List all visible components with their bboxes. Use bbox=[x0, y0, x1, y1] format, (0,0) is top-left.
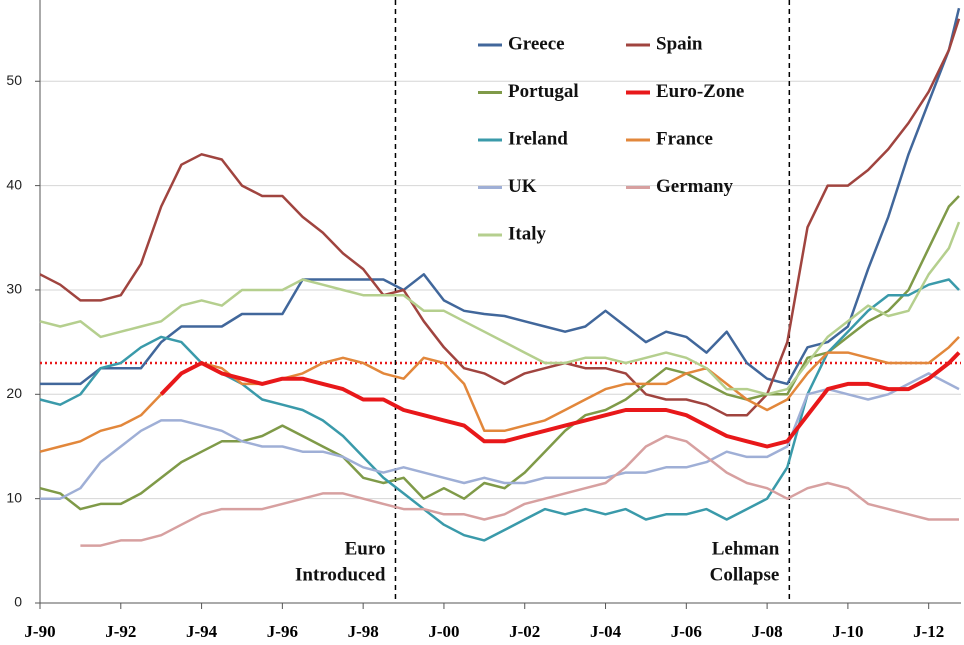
legend-label: Greece bbox=[508, 33, 565, 54]
x-tick-label: J-92 bbox=[105, 622, 136, 641]
x-tick-label: J-02 bbox=[509, 622, 540, 641]
series-line bbox=[39, 18, 961, 417]
annotation: Collapse bbox=[710, 564, 780, 585]
x-tick-label: J-96 bbox=[267, 622, 298, 641]
legend-label: Portugal bbox=[508, 81, 579, 102]
legend-label: Ireland bbox=[508, 128, 568, 149]
x-tick-label: J-12 bbox=[913, 622, 944, 641]
series-line bbox=[39, 278, 960, 542]
series-line bbox=[39, 221, 961, 396]
x-tick-label: J-90 bbox=[24, 622, 55, 641]
series-line bbox=[40, 7, 961, 386]
legend-label: Germany bbox=[656, 176, 734, 197]
x-tick-label: J-98 bbox=[348, 622, 379, 641]
annotation: Lehman bbox=[712, 538, 780, 559]
y-tick-label: 10 bbox=[6, 489, 22, 505]
x-tick-label: J-06 bbox=[671, 622, 702, 641]
series-line bbox=[80, 434, 959, 547]
x-tick-label: J-04 bbox=[590, 622, 622, 641]
series-line bbox=[159, 351, 961, 449]
y-tick-label: 0 bbox=[14, 594, 22, 610]
y-tick-label: 20 bbox=[6, 385, 22, 401]
y-tick-label: 40 bbox=[6, 176, 22, 192]
y-tick-label: 50 bbox=[6, 72, 22, 88]
legend-label: France bbox=[656, 128, 713, 149]
x-tick-label: J-94 bbox=[186, 622, 218, 641]
annotation: Euro bbox=[345, 538, 386, 559]
x-tick-label: J-00 bbox=[428, 622, 459, 641]
y-tick-label: 30 bbox=[6, 281, 22, 297]
x-tick-label: J-10 bbox=[832, 622, 863, 641]
legend-label: UK bbox=[508, 176, 537, 197]
series-line bbox=[39, 195, 960, 511]
series-line bbox=[40, 372, 960, 500]
legend-label: Italy bbox=[508, 223, 547, 244]
legend-label: Spain bbox=[656, 33, 703, 54]
legend-label: Euro-Zone bbox=[656, 81, 744, 102]
annotation: Introduced bbox=[295, 564, 386, 585]
x-tick-label: J-08 bbox=[752, 622, 783, 641]
